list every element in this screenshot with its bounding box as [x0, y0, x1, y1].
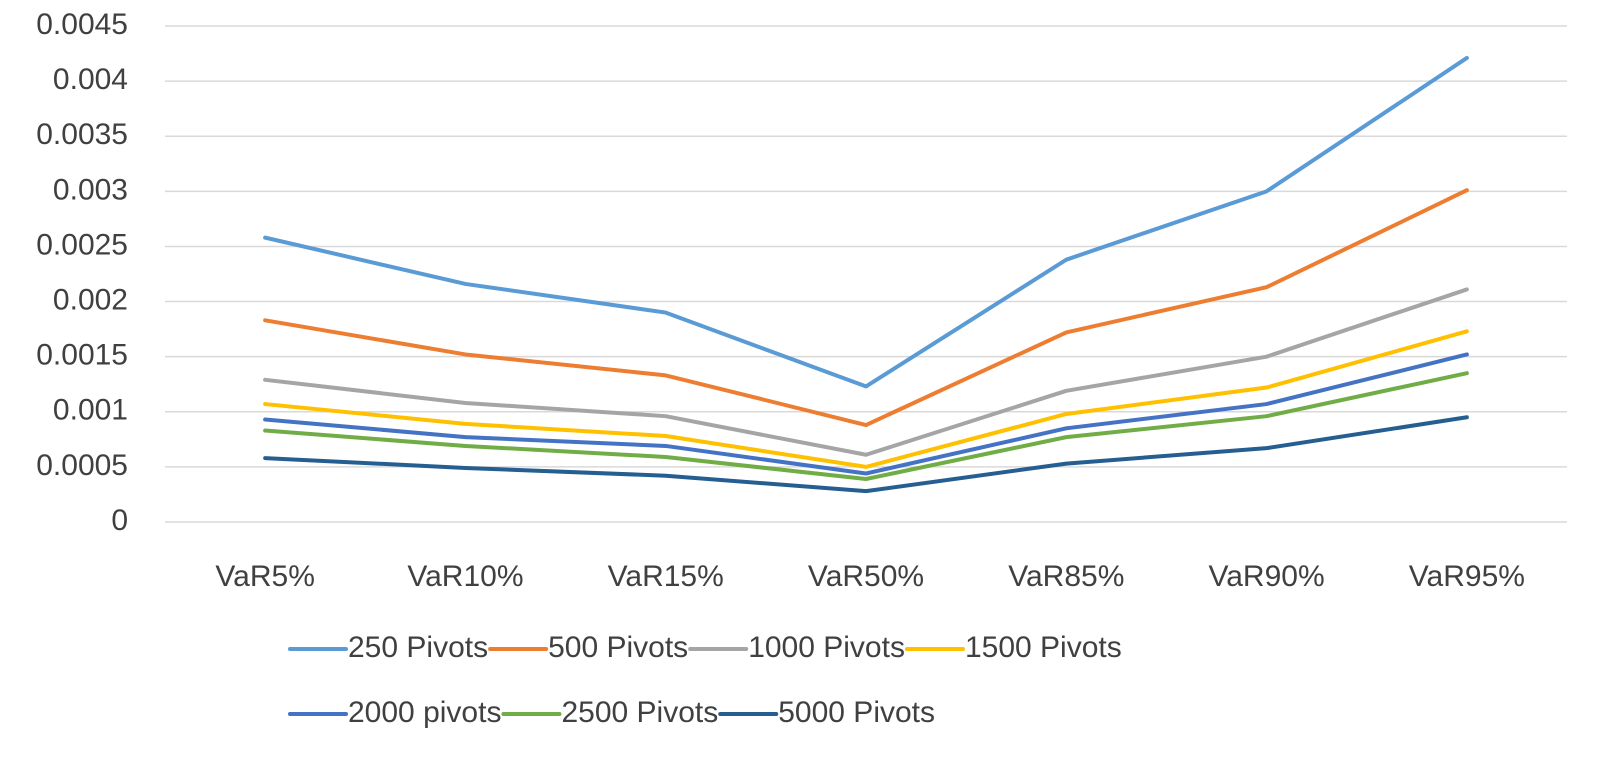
- x-tick-label: VaR90%: [1208, 560, 1324, 593]
- y-tick-label: 0.0035: [36, 118, 128, 151]
- series-line: [263, 188, 1469, 428]
- x-tick-label: VaR50%: [808, 560, 924, 593]
- y-tick-label: 0: [111, 504, 128, 537]
- x-tick-label: VaR10%: [407, 560, 523, 593]
- y-tick-label: 0.001: [53, 394, 128, 427]
- y-tick-label: 0.0045: [36, 8, 128, 41]
- series-line: [263, 371, 1469, 482]
- series-line: [263, 329, 1469, 469]
- y-tick-label: 0.002: [53, 283, 128, 316]
- y-tick-label: 0.003: [53, 173, 128, 206]
- y-tick-label: 0.0015: [36, 339, 128, 372]
- x-tick-label: VaR95%: [1409, 560, 1525, 593]
- y-tick-label: 0.004: [53, 63, 128, 96]
- legend-label: 5000 Pivots: [778, 696, 935, 729]
- legend-label: 500 Pivots: [548, 631, 688, 664]
- legend-label: 250 Pivots: [348, 631, 488, 664]
- series-line: [263, 287, 1469, 457]
- y-tick-label: 0.0025: [36, 228, 128, 261]
- legend-label: 2500 Pivots: [561, 696, 718, 729]
- series-line: [263, 55, 1469, 389]
- x-tick-label: VaR5%: [215, 560, 315, 593]
- series-line: [263, 352, 1469, 476]
- legend-label: 2000 pivots: [348, 696, 501, 729]
- legend-label: 1000 Pivots: [748, 631, 905, 664]
- x-tick-label: VaR15%: [608, 560, 724, 593]
- x-tick-label: VaR85%: [1008, 560, 1124, 593]
- legend-label: 1500 Pivots: [965, 631, 1122, 664]
- y-tick-label: 0.0005: [36, 449, 128, 482]
- series-line: [263, 415, 1469, 494]
